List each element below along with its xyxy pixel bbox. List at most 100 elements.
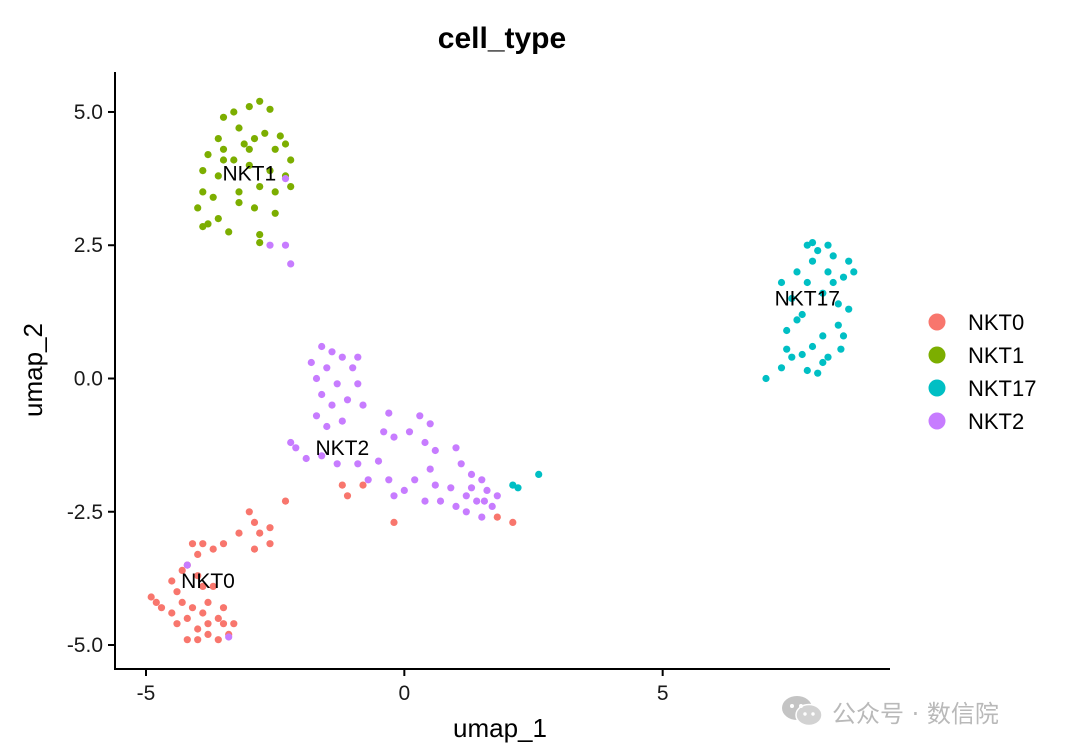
point-nkt2-29 [333,460,341,468]
point-nkt2-61 [225,633,233,641]
point-nkt1-31 [250,204,259,212]
point-nkt0-40 [281,497,290,505]
x-axis-title: umap_1 [453,713,547,743]
point-nkt17-6 [783,326,791,335]
point-nkt2-6 [349,364,357,372]
point-nkt2-27 [302,454,310,463]
point-nkt2-34 [426,465,434,473]
point-nkt17-29 [793,316,801,324]
point-nkt2-13 [359,401,367,409]
y-tick-label: 0.0 [74,367,103,390]
point-nkt1-25 [256,183,264,191]
point-nkt2-16 [338,417,346,425]
point-nkt17-27 [824,241,832,249]
y-tick-label: 5.0 [74,101,103,124]
point-nkt2-10 [318,390,326,399]
point-nkt17-18 [808,257,817,265]
point-nkt17-33 [783,345,791,353]
point-nkt0-23 [219,540,228,548]
point-nkt0-21 [199,540,207,548]
point-nkt0-20 [194,550,202,559]
point-nkt1-38 [256,239,264,247]
point-nkt0-12 [204,620,212,628]
point-nkt1-4 [266,105,274,113]
point-nkt2-55 [480,497,488,505]
point-nkt2-4 [307,358,315,367]
point-nkt2-47 [478,513,486,521]
wechat-icon [782,696,823,727]
point-nkt17-14 [819,289,827,297]
point-nkt1-30 [235,199,243,207]
point-nkt0-33 [245,508,253,516]
point-nkt1-35 [271,209,279,217]
point-nkt1-15 [287,156,295,164]
legend-label-nkt17: NKT17 [968,376,1036,401]
watermark-text: 公众号 · 数信院 [832,699,999,728]
y-tick-label: 2.5 [74,234,103,257]
point-nkt0-24 [188,540,197,548]
point-nkt1-3 [256,97,264,105]
point-nkt2-7 [312,374,321,383]
point-nkt0-31 [219,620,228,628]
point-nkt2-5 [323,364,331,372]
point-nkt1-13 [271,145,279,153]
point-nkt0-25 [178,566,186,575]
point-nkt0-7 [183,614,191,623]
point-nkt17-30 [798,350,806,359]
point-nkt2-43 [462,492,470,500]
point-nkt0-39 [235,529,243,537]
point-nkt0-28 [204,630,212,639]
point-nkt2-21 [390,433,398,441]
point-nkt2-28 [318,452,326,460]
point-nkt2-17 [385,409,393,417]
point-nkt0-1 [152,598,160,607]
point-nkt17-17 [793,268,801,276]
point-nkt2-50 [421,497,429,505]
point-nkt17-8 [808,342,817,351]
legend-label-nkt2: NKT2 [968,409,1024,434]
point-nkt2-57 [266,241,274,249]
point-nkt1-7 [276,132,284,140]
legend-key-nkt1 [928,346,946,364]
points-layer [147,97,858,644]
point-nkt0-32 [230,620,238,628]
point-nkt0-8 [188,604,197,612]
point-nkt17-4 [814,369,822,377]
point-nkt2-24 [431,446,439,455]
point-nkt2-8 [333,380,341,388]
point-nkt2-52 [400,486,408,494]
point-nkt2-3 [354,353,362,361]
point-nkt0-42 [343,492,352,500]
point-nkt2-48 [488,502,496,510]
point-nkt2-23 [421,438,429,447]
point-nkt2-2 [338,353,346,361]
point-nkt2-19 [426,420,434,428]
point-nkt0-11 [199,609,207,617]
point-nkt2-54 [467,484,476,492]
point-nkt0-35 [256,529,264,537]
point-nkt2-1 [328,348,336,356]
point-nkt1-9 [204,151,212,159]
point-nkt1-23 [209,193,217,201]
point-nkt2-41 [493,492,501,500]
point-nkt2-38 [467,470,476,478]
point-nkt0-17 [199,582,207,591]
x-tick-label: 0 [398,682,410,705]
cluster-label-nkt1: NKT1 [222,162,276,185]
point-nkt17-10 [834,321,842,329]
point-nkt17-25 [845,257,853,265]
point-nkt2-44 [452,502,460,510]
point-nkt2-15 [323,422,331,431]
point-nkt17-16 [845,305,853,313]
point-nkt17-24 [829,252,837,260]
watermark: 公众号 · 数信院 [780,692,999,730]
point-nkt17-32 [819,358,827,367]
point-nkt2-53 [390,492,398,500]
point-nkt0-0 [147,593,155,601]
cluster-label-nkt17: NKT17 [775,288,840,311]
cluster-label-nkt2: NKT2 [315,437,369,460]
point-nkt1-39 [219,156,228,164]
point-nkt2-39 [478,476,486,484]
point-nkt0-41 [338,481,346,489]
